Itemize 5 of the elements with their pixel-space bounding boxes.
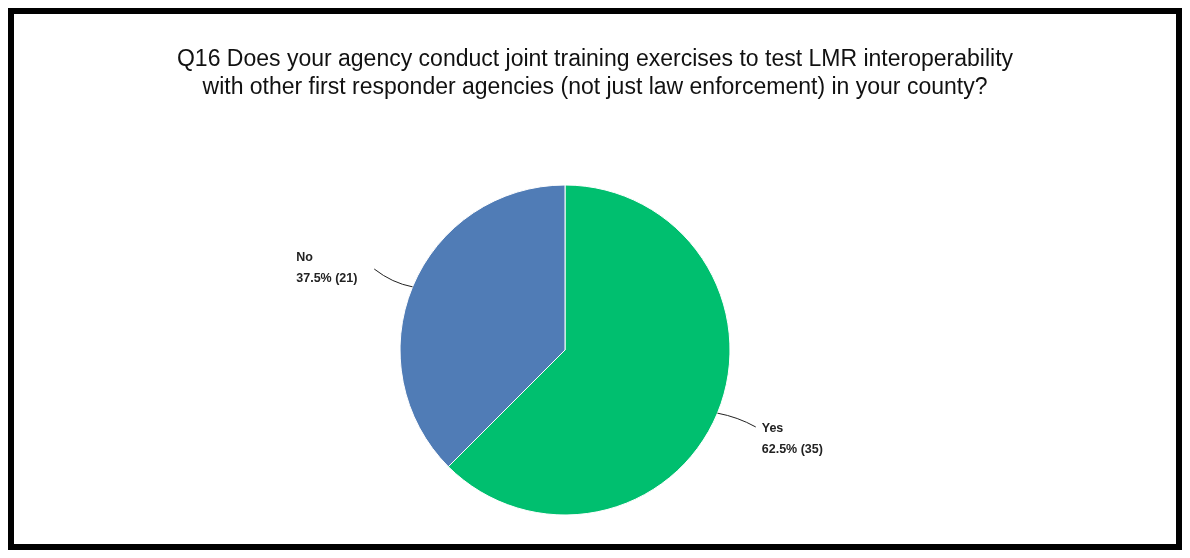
chart-title: Q16 Does your agency conduct joint training exercises to test LMR interoperability with other first responder agencies (not just law enforcement) in your county?: [176, 45, 1014, 99]
slice-label: Yes: [761, 420, 784, 435]
data-label: 37.5% (21): [296, 271, 358, 286]
slice-label: No: [296, 250, 314, 265]
data-label: 62.5% (35): [761, 441, 823, 456]
